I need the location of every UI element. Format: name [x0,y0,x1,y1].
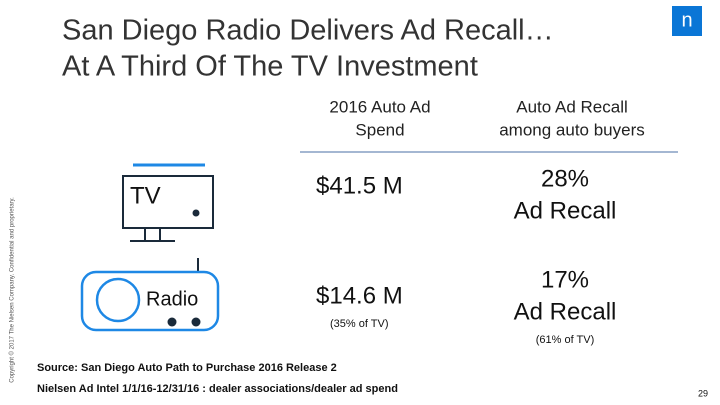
recall-value: 28% [541,165,589,192]
source-line: Nielsen Ad Intel 1/1/16-12/31/16 : deale… [37,383,398,395]
medium-label: Radio [146,288,198,310]
logo [672,6,702,36]
spend-value: $14.6 M [316,282,403,309]
page-number: 29 [698,388,708,398]
medium-label: TV [130,182,161,209]
column-header: Auto Ad Recall [516,97,628,116]
recall-value: 17% [541,266,589,293]
column-header: among auto buyers [499,120,645,139]
radio-icon [80,258,220,332]
logo-letter: n [681,9,692,31]
recall-label: Ad Recall [514,197,617,224]
tv-icon [122,163,214,242]
title-line: At A Third Of The TV Investment [62,51,478,83]
column-header: 2016 Auto Ad [329,97,430,116]
source-line: Source: San Diego Auto Path to Purchase … [37,362,337,374]
column-header: Spend [355,120,404,139]
spend-value: $41.5 M [316,172,403,199]
spend-note: (35% of TV) [330,318,389,330]
recall-label: Ad Recall [514,298,617,325]
copyright: Copyright © 2017 The Nielsen Company. Co… [9,197,16,383]
title-line: San Diego Radio Delivers Ad Recall… [62,15,554,47]
recall-note: (61% of TV) [536,334,595,346]
